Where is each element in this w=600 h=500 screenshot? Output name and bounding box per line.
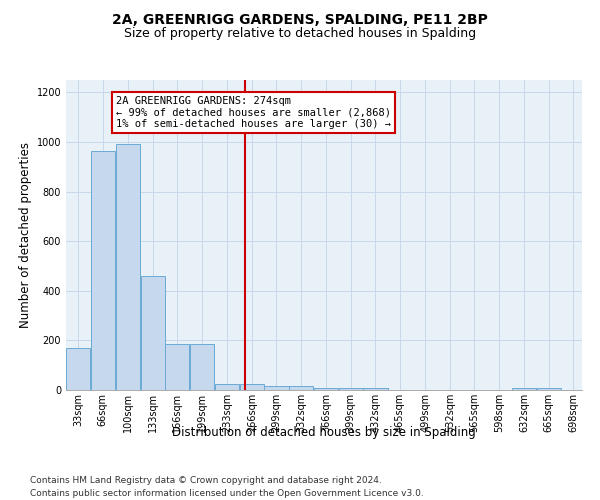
Bar (264, 386, 289, 390)
Bar (363, 388, 388, 390)
Text: 2A GREENRIGG GARDENS: 274sqm
← 99% of detached houses are smaller (2,868)
1% of : 2A GREENRIGG GARDENS: 274sqm ← 99% of de… (116, 96, 391, 130)
Bar (314, 388, 338, 390)
Text: Contains HM Land Registry data © Crown copyright and database right 2024.: Contains HM Land Registry data © Crown c… (30, 476, 382, 485)
Bar (91, 150, 115, 390)
Bar (66, 348, 91, 390)
Bar (116, 144, 140, 390)
Bar (140, 276, 165, 390)
Bar (190, 344, 214, 390)
Bar (536, 388, 561, 390)
Y-axis label: Number of detached properties: Number of detached properties (19, 142, 32, 328)
Text: Contains public sector information licensed under the Open Government Licence v3: Contains public sector information licen… (30, 489, 424, 498)
Text: Size of property relative to detached houses in Spalding: Size of property relative to detached ho… (124, 28, 476, 40)
Text: 2A, GREENRIGG GARDENS, SPALDING, PE11 2BP: 2A, GREENRIGG GARDENS, SPALDING, PE11 2B… (112, 12, 488, 26)
Bar (239, 384, 264, 390)
Bar (338, 388, 363, 390)
Bar (165, 344, 190, 390)
Bar (215, 384, 239, 390)
Text: Distribution of detached houses by size in Spalding: Distribution of detached houses by size … (172, 426, 476, 439)
Bar (289, 386, 313, 390)
Bar (512, 388, 536, 390)
